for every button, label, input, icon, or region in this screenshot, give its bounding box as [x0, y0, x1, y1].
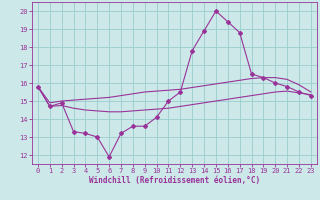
- X-axis label: Windchill (Refroidissement éolien,°C): Windchill (Refroidissement éolien,°C): [89, 176, 260, 185]
